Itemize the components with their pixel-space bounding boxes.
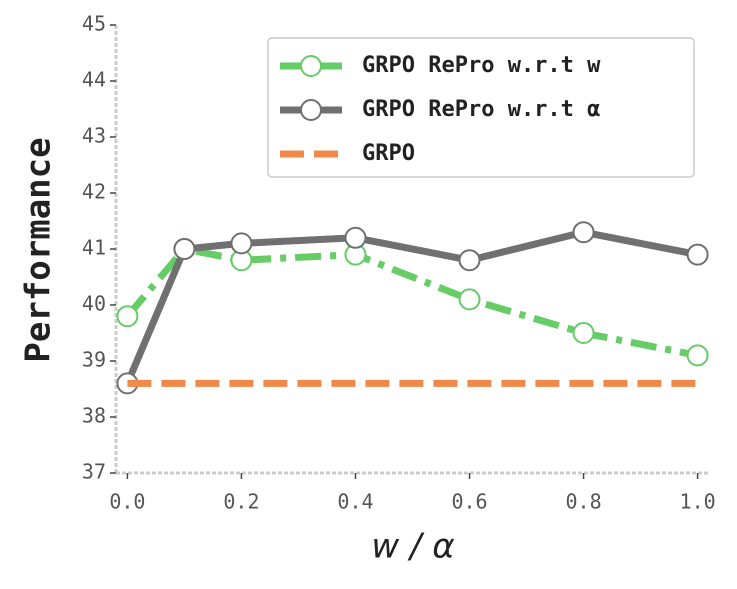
marker — [116, 305, 139, 328]
y-tick-label: 39 — [82, 348, 106, 372]
marker — [230, 232, 253, 255]
legend-label: GRPO RePro w.r.t α — [362, 97, 600, 122]
y-tick-label: 41 — [82, 236, 106, 260]
legend-box — [267, 37, 695, 178]
marker — [173, 238, 196, 260]
y-tick-label: 43 — [82, 124, 106, 148]
marker — [458, 288, 481, 311]
y-tick-label: 45 — [82, 12, 106, 36]
marker — [344, 226, 367, 249]
y-tick-label: 38 — [82, 404, 106, 428]
x-tick-label: 0.6 — [451, 490, 487, 514]
marker — [686, 344, 709, 367]
y-tick-label: 37 — [82, 460, 106, 484]
series-line — [124, 245, 699, 359]
x-tick-label: 0.4 — [337, 490, 373, 514]
marker — [458, 249, 481, 272]
marker — [686, 243, 709, 266]
y-tick-label: 44 — [82, 68, 106, 92]
legend-label: GRPO — [362, 141, 415, 166]
y-axis-label: Performance — [19, 137, 59, 362]
legend-marker — [300, 99, 322, 121]
legend-marker — [300, 55, 322, 77]
y-tick-label: 42 — [82, 180, 106, 204]
legend-label: GRPO RePro w.r.t w — [362, 53, 601, 78]
marker — [572, 221, 595, 244]
x-tick-label: 0.2 — [223, 490, 259, 514]
x-tick-label: 1.0 — [680, 490, 716, 514]
marker — [572, 322, 595, 344]
x-tick-label: 0.0 — [109, 490, 145, 514]
x-axis-label: w / α — [371, 527, 454, 567]
x-tick-label: 0.8 — [565, 490, 601, 514]
y-tick-label: 40 — [82, 292, 106, 316]
